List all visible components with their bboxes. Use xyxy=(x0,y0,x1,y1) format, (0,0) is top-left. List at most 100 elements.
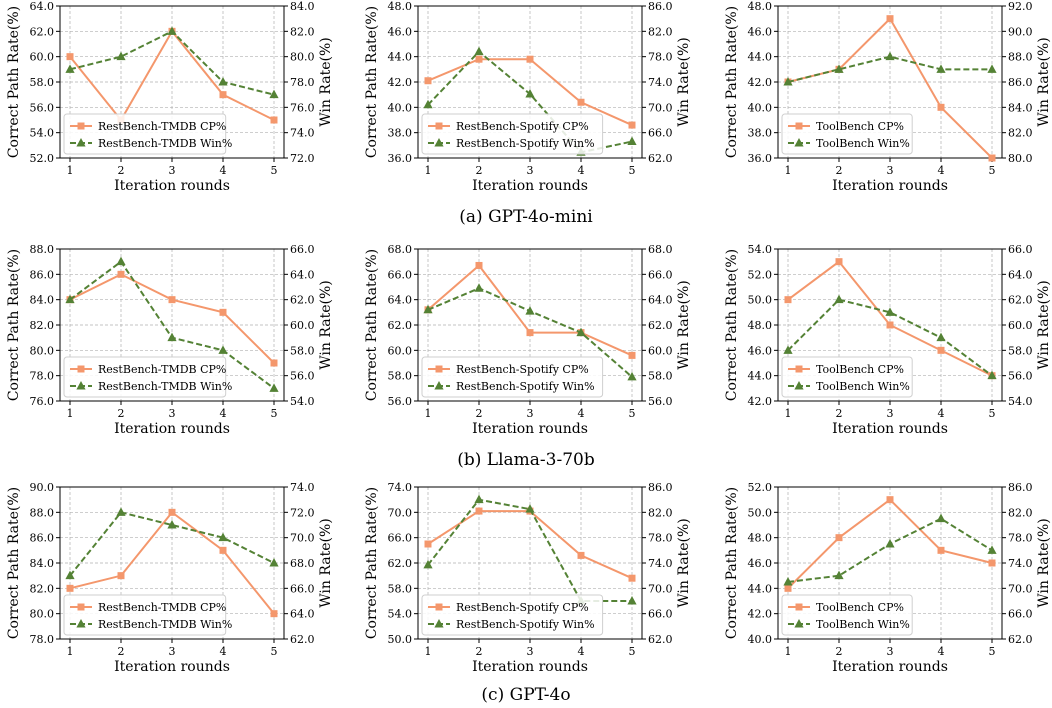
legend-marker-win xyxy=(76,381,86,390)
x-tick-label: 4 xyxy=(220,164,227,177)
y2-tick-label: 70.0 xyxy=(648,582,673,595)
x-tick-label: 4 xyxy=(220,407,227,420)
y-tick-label: 54.0 xyxy=(388,608,413,621)
y2-axis-label: Win Rate(%) xyxy=(676,37,692,126)
series-line-win xyxy=(787,298,993,377)
panels: 52.0 54.0 56.0 58.0 60.0 62.0 64.0 72.0 74.0 76.0… xyxy=(6,0,1052,675)
y2-tick-label: 66.0 xyxy=(290,582,315,595)
data-point-win xyxy=(627,136,637,146)
x-tick-label: 4 xyxy=(938,164,945,177)
legend-label: RestBench-TMDB CP% xyxy=(98,120,226,133)
data-point-win xyxy=(936,332,946,342)
y-tick-label: 56.0 xyxy=(388,395,413,408)
y-tick-label: 44.0 xyxy=(388,51,413,64)
y-tick-label: 86.0 xyxy=(30,532,55,545)
data-point-win xyxy=(65,570,75,580)
y2-tick-label: 86.0 xyxy=(1008,76,1033,89)
y2-tick-label: 62.0 xyxy=(648,633,673,646)
series-line-win xyxy=(69,511,275,577)
y2-axis-label: Win Rate(%) xyxy=(676,280,692,369)
x-tick-label: 4 xyxy=(578,645,585,658)
y2-axis-label: Win Rate(%) xyxy=(1036,37,1052,126)
y-tick-label: 58.0 xyxy=(388,582,413,595)
data-point-cp xyxy=(270,359,278,367)
y-tick-label: 42.0 xyxy=(388,76,413,89)
x-axis-label: Iteration rounds xyxy=(832,178,948,194)
data-point-cp xyxy=(835,534,843,542)
x-tick-label: 3 xyxy=(887,164,894,177)
data-point-cp xyxy=(270,116,278,124)
data-point-cp xyxy=(784,584,792,592)
data-point-win xyxy=(525,306,535,315)
data-point-win xyxy=(116,256,126,266)
x-tick-label: 3 xyxy=(169,645,176,658)
y2-tick-label: 74.0 xyxy=(648,76,673,89)
chart-panel-2: 36.0 38.0 40.0 42.0 44.0 46.0 48.0 62.0 66.0 70.0… xyxy=(364,0,692,194)
data-point-cp xyxy=(475,55,483,63)
y2-tick-label: 66.0 xyxy=(648,268,673,281)
legend-marker-cp xyxy=(435,365,443,373)
y2-tick-label: 58.0 xyxy=(290,344,315,357)
data-point-cp xyxy=(886,321,894,329)
x-tick-label: 3 xyxy=(887,407,894,420)
data-point-win xyxy=(885,539,895,548)
x-tick-label: 4 xyxy=(578,407,585,420)
legend-box xyxy=(63,594,227,636)
data-point-cp xyxy=(937,103,945,111)
x-tick-label: 5 xyxy=(271,407,278,420)
y-tick-label: 36.0 xyxy=(388,152,413,165)
data-point-win xyxy=(65,64,75,73)
legend-label: ToolBench Win% xyxy=(816,618,910,631)
x-tick-label: 2 xyxy=(476,645,483,658)
y-tick-label: 42.0 xyxy=(748,76,773,89)
data-point-win xyxy=(987,545,997,554)
chart-panel-1: 52.0 54.0 56.0 58.0 60.0 62.0 64.0 72.0 74.0 76.0… xyxy=(6,0,334,194)
legend-label: RestBench-TMDB CP% xyxy=(98,601,226,614)
data-point-win xyxy=(423,304,433,314)
x-tick-label: 2 xyxy=(118,164,125,177)
x-tick-label: 5 xyxy=(271,164,278,177)
y2-tick-label: 78.0 xyxy=(648,532,673,545)
x-tick-label: 3 xyxy=(169,164,176,177)
y-axis-label: Correct Path Rate(%) xyxy=(364,6,380,158)
y-tick-label: 60.0 xyxy=(30,51,55,64)
data-point-win xyxy=(116,51,126,61)
legend-label: RestBench-TMDB Win% xyxy=(98,137,232,150)
y2-tick-label: 60.0 xyxy=(290,319,315,332)
y-tick-label: 58.0 xyxy=(30,76,55,89)
data-point-cp xyxy=(886,15,894,23)
data-point-cp xyxy=(168,508,176,516)
y-tick-label: 88.0 xyxy=(30,243,55,256)
legend-box xyxy=(421,356,604,398)
legend: ToolBench CP% ToolBench Win% xyxy=(781,113,913,155)
data-point-win xyxy=(116,507,126,516)
y2-tick-label: 68.0 xyxy=(648,243,673,256)
y-tick-label: 66.0 xyxy=(388,268,413,281)
legend-box xyxy=(781,113,913,155)
legend-label: RestBench-Spotify Win% xyxy=(456,137,595,150)
data-point-cp xyxy=(424,77,432,85)
x-axis-label: Iteration rounds xyxy=(114,659,230,675)
y2-tick-label: 78.0 xyxy=(648,51,673,64)
y2-tick-label: 86.0 xyxy=(1008,481,1033,494)
legend-box xyxy=(781,594,913,636)
legend-marker-win xyxy=(434,381,444,390)
data-point-win xyxy=(218,532,228,542)
x-tick-label: 1 xyxy=(425,164,432,177)
x-tick-label: 2 xyxy=(476,164,483,177)
legend: RestBench-Spotify CP% RestBench-Spotify W… xyxy=(421,113,604,155)
y-tick-label: 82.0 xyxy=(30,319,55,332)
y-tick-label: 60.0 xyxy=(388,344,413,357)
data-point-cp xyxy=(577,98,585,106)
data-point-cp xyxy=(784,296,792,304)
y2-tick-label: 56.0 xyxy=(290,370,315,383)
y-tick-label: 40.0 xyxy=(748,101,773,114)
y2-tick-label: 74.0 xyxy=(1008,557,1033,570)
y2-tick-label: 70.0 xyxy=(290,532,315,545)
legend-label: RestBench-Spotify CP% xyxy=(456,601,589,614)
chart-panel-8: 50.0 54.0 58.0 62.0 66.0 70.0 74.0 62.0 66.0 70.0… xyxy=(364,481,692,675)
legend-marker-cp xyxy=(795,122,803,130)
y2-tick-label: 64.0 xyxy=(290,268,315,281)
y2-tick-label: 54.0 xyxy=(1008,395,1033,408)
data-point-win xyxy=(783,77,793,86)
